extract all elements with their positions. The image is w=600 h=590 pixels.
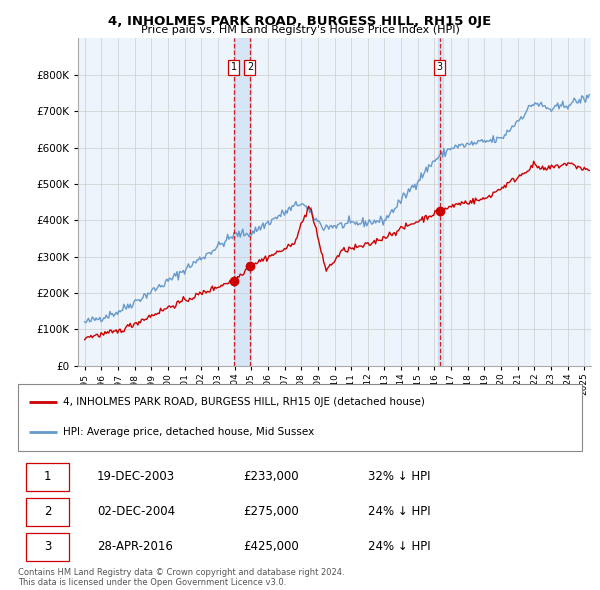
Text: 3: 3: [437, 63, 443, 73]
Text: 02-DEC-2004: 02-DEC-2004: [97, 505, 175, 519]
Text: Contains HM Land Registry data © Crown copyright and database right 2024.
This d: Contains HM Land Registry data © Crown c…: [18, 568, 344, 587]
Text: 1: 1: [44, 470, 52, 483]
Text: 4, INHOLMES PARK ROAD, BURGESS HILL, RH15 0JE (detached house): 4, INHOLMES PARK ROAD, BURGESS HILL, RH1…: [63, 398, 425, 408]
Text: Price paid vs. HM Land Registry's House Price Index (HPI): Price paid vs. HM Land Registry's House …: [140, 25, 460, 35]
Text: 3: 3: [44, 540, 52, 553]
Bar: [438, 38, 443, 366]
Text: 24% ↓ HPI: 24% ↓ HPI: [368, 540, 430, 553]
Bar: [234, 38, 250, 366]
Text: 28-APR-2016: 28-APR-2016: [97, 540, 173, 553]
FancyBboxPatch shape: [26, 497, 69, 526]
Text: £275,000: £275,000: [244, 505, 299, 519]
Text: 1: 1: [231, 63, 237, 73]
FancyBboxPatch shape: [26, 463, 69, 491]
Text: 2: 2: [44, 505, 52, 519]
Text: £233,000: £233,000: [244, 470, 299, 483]
Text: 24% ↓ HPI: 24% ↓ HPI: [368, 505, 430, 519]
Text: HPI: Average price, detached house, Mid Sussex: HPI: Average price, detached house, Mid …: [63, 427, 314, 437]
Text: 32% ↓ HPI: 32% ↓ HPI: [368, 470, 430, 483]
Text: 2: 2: [247, 63, 253, 73]
Text: 19-DEC-2003: 19-DEC-2003: [97, 470, 175, 483]
Text: 4, INHOLMES PARK ROAD, BURGESS HILL, RH15 0JE: 4, INHOLMES PARK ROAD, BURGESS HILL, RH1…: [109, 15, 491, 28]
FancyBboxPatch shape: [26, 533, 69, 561]
FancyBboxPatch shape: [18, 384, 582, 451]
Text: £425,000: £425,000: [244, 540, 299, 553]
